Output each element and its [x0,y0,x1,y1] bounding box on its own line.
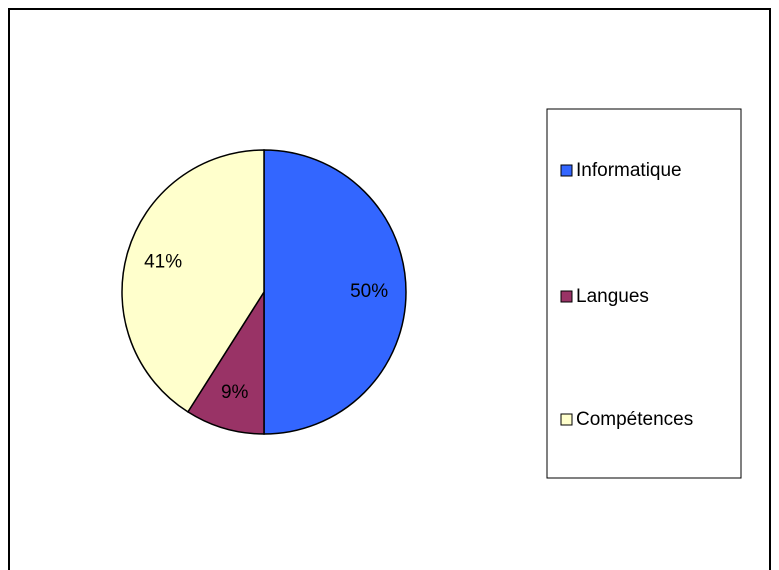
pie-slice [263,149,407,435]
pie-slice [121,149,265,413]
legend-swatch [560,413,573,426]
pie-slice [186,289,265,435]
legend-label: Informatique [576,160,682,181]
data-label: 9% [221,382,249,403]
data-label: 41% [144,252,182,273]
legend-box [546,108,742,479]
legend-label: Compétences [576,409,693,430]
chart-border [8,8,771,570]
legend-swatch [560,164,573,177]
legend-swatch [560,290,573,303]
data-label: 50% [350,281,388,302]
legend-label: Langues [576,286,649,307]
